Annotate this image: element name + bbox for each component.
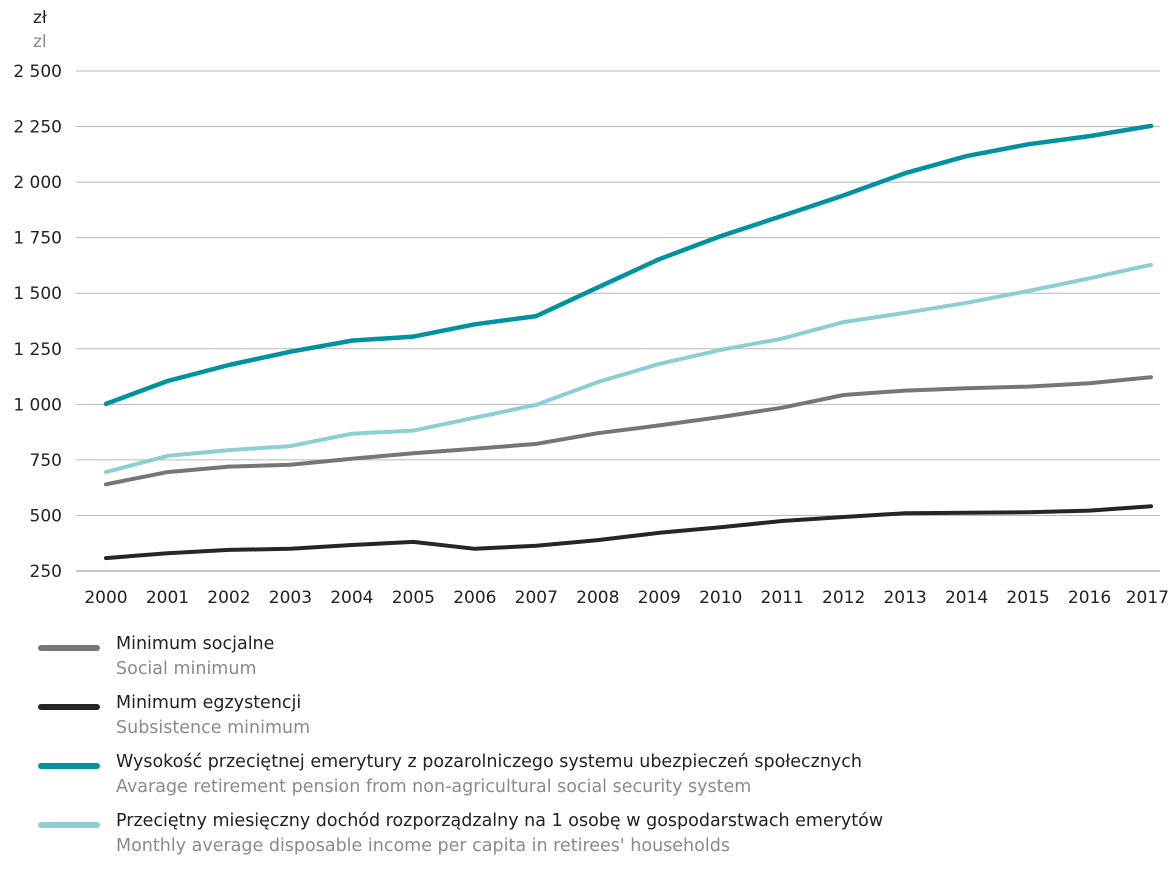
y-unit-label-pl: zł [33,8,47,28]
y-tick-label: 1 500 [13,284,62,304]
y-tick-label: 2 250 [13,118,62,138]
y-tick-label: 2 000 [13,173,62,193]
y-tick-label: 750 [30,451,62,471]
y-tick-label: 1 000 [13,395,62,415]
y-tick-label: 1 250 [13,340,62,360]
x-tick-label: 2004 [330,588,373,608]
x-axis-ticks: 2000 2001 2002 2003 2004 2005 2006 2007 2008 2009… [84,588,1169,608]
legend-swatch [38,763,100,769]
legend-label-en: Subsistence minimum [116,718,311,738]
series-line-disposable-income [104,262,1153,475]
legend-swatch [38,704,100,710]
x-tick-label: 2012 [822,588,865,608]
y-tick-label: 250 [30,562,62,582]
x-tick-label: 2016 [1068,588,1111,608]
series-line-subsistence-minimum [104,504,1153,561]
x-tick-label: 2010 [699,588,742,608]
x-tick-label: 2008 [576,588,619,608]
legend-swatch [38,822,100,828]
y-tick-label: 2 500 [13,62,62,82]
y-tick-label: 1 750 [13,229,62,249]
x-tick-label: 2001 [146,588,189,608]
x-tick-label: 2003 [269,588,312,608]
legend-label-en: Avarage retirement pension from non-agri… [116,777,752,797]
legend-label-en: Monthly average disposable income per ca… [116,836,730,856]
x-tick-label: 2015 [1006,588,1049,608]
series-line-social-minimum [104,375,1153,487]
legend-item-subsistence-minimum: Minimum egzystencji Subsistence minimum [38,693,1158,752]
x-tick-label: 2005 [392,588,435,608]
y-tick-label: 500 [30,506,62,526]
legend-item-disposable-income: Przeciętny miesięczny dochód rozporządza… [38,811,1158,870]
legend-label-pl: Minimum egzystencji [116,693,302,713]
x-tick-label: 2000 [84,588,127,608]
grid-lines [76,70,1160,572]
x-tick-label: 2017 [1126,588,1169,608]
x-tick-label: 2006 [453,588,496,608]
x-tick-label: 2014 [945,588,988,608]
legend-label-en: Social minimum [116,659,257,679]
y-unit-label-en: zl [33,32,47,52]
x-tick-label: 2007 [515,588,558,608]
legend: Minimum socjalne Social minimum Minimum … [38,634,1158,870]
series-lines [103,123,1154,561]
y-axis-ticks: 250 500 750 1 000 1 250 1 500 1 750 2 000 2 250 2… [13,62,62,582]
legend-label-pl: Wysokość przeciętnej emerytury z pozarol… [116,752,862,772]
series-line-average-pension [103,123,1154,407]
x-tick-label: 2002 [207,588,250,608]
legend-label-pl: Minimum socjalne [116,634,275,654]
line-chart: 250 500 750 1 000 1 250 1 500 1 750 2 000 2 250 2… [13,62,1169,608]
legend-item-social-minimum: Minimum socjalne Social minimum [38,634,1158,693]
x-tick-label: 2011 [761,588,804,608]
legend-item-average-pension: Wysokość przeciętnej emerytury z pozarol… [38,752,1158,811]
x-tick-label: 2013 [883,588,926,608]
x-tick-label: 2009 [638,588,681,608]
legend-swatch [38,645,100,651]
legend-label-pl: Przeciętny miesięczny dochód rozporządza… [116,811,884,831]
